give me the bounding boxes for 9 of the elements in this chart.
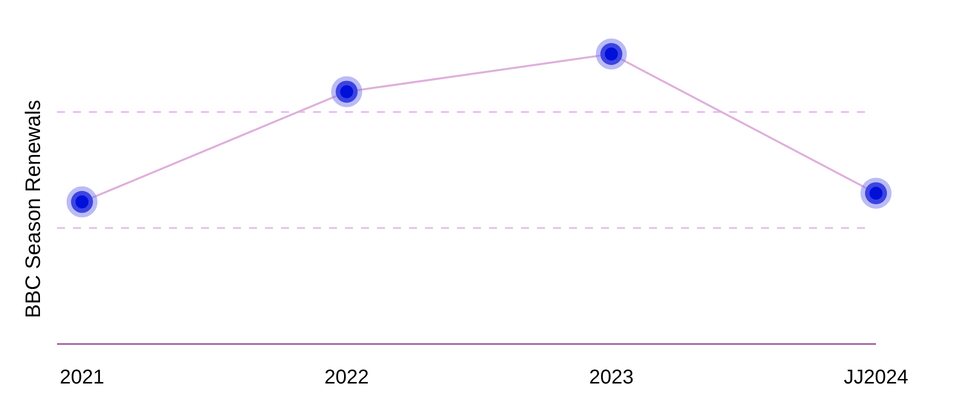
x-tick-label: 2022 [324, 366, 369, 389]
point [66, 186, 98, 218]
point [860, 178, 892, 209]
point [596, 38, 627, 70]
x-tick-label: 2021 [60, 366, 104, 389]
point [331, 76, 362, 108]
y-axis-title: BBC Season Renewals [22, 100, 45, 318]
x-tick-label: 2023 [589, 366, 634, 389]
x-tick-label: JJ2024 [844, 366, 908, 389]
